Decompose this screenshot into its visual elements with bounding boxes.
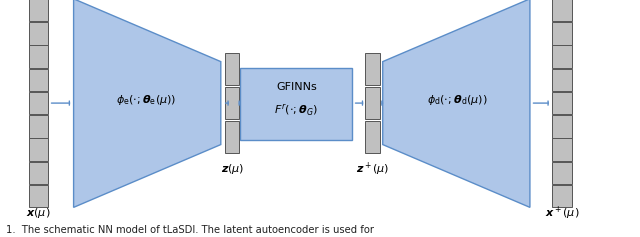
Bar [29,162,48,184]
Text: $\boldsymbol{z}^+(\mu)$: $\boldsymbol{z}^+(\mu)$ [356,161,389,178]
Bar [225,121,239,153]
Bar [552,138,572,161]
Bar [29,0,48,22]
Text: $\phi_\mathrm{d}(\cdot;\boldsymbol{\theta}_\mathrm{d}(\mu))$: $\phi_\mathrm{d}(\cdot;\boldsymbol{\thet… [427,93,487,107]
Bar [365,121,380,153]
Bar [29,69,48,91]
Bar [552,0,572,22]
Bar [29,92,48,114]
Bar [225,87,239,119]
Text: $\boldsymbol{x}^+(\mu)$: $\boldsymbol{x}^+(\mu)$ [545,205,579,222]
Polygon shape [74,0,221,207]
Bar [365,87,380,119]
Text: $\boldsymbol{z}(\mu)$: $\boldsymbol{z}(\mu)$ [221,162,244,177]
Bar [552,115,572,137]
Polygon shape [383,0,530,207]
Text: 1.  The schematic NN model of tLaSDI. The latent autoencoder is used for: 1. The schematic NN model of tLaSDI. The… [6,225,374,235]
Bar [29,22,48,45]
Bar [552,162,572,184]
Bar [552,46,572,68]
Bar [552,92,572,114]
Text: $F^r(\cdot;\boldsymbol{\theta}_G)$: $F^r(\cdot;\boldsymbol{\theta}_G)$ [275,103,318,118]
Bar [240,68,352,140]
Bar [365,53,380,85]
Bar [29,185,48,207]
Text: $\phi_\mathrm{e}(\cdot;\boldsymbol{\theta}_\mathrm{e}(\mu))$: $\phi_\mathrm{e}(\cdot;\boldsymbol{\thet… [116,93,176,107]
Bar [29,46,48,68]
Bar [225,53,239,85]
Bar [29,138,48,161]
Bar [552,22,572,45]
Bar [552,185,572,207]
Bar [29,115,48,137]
Text: $\boldsymbol{x}(\mu)$: $\boldsymbol{x}(\mu)$ [26,206,51,220]
Bar [552,69,572,91]
Text: GFINNs: GFINNs [276,82,317,92]
